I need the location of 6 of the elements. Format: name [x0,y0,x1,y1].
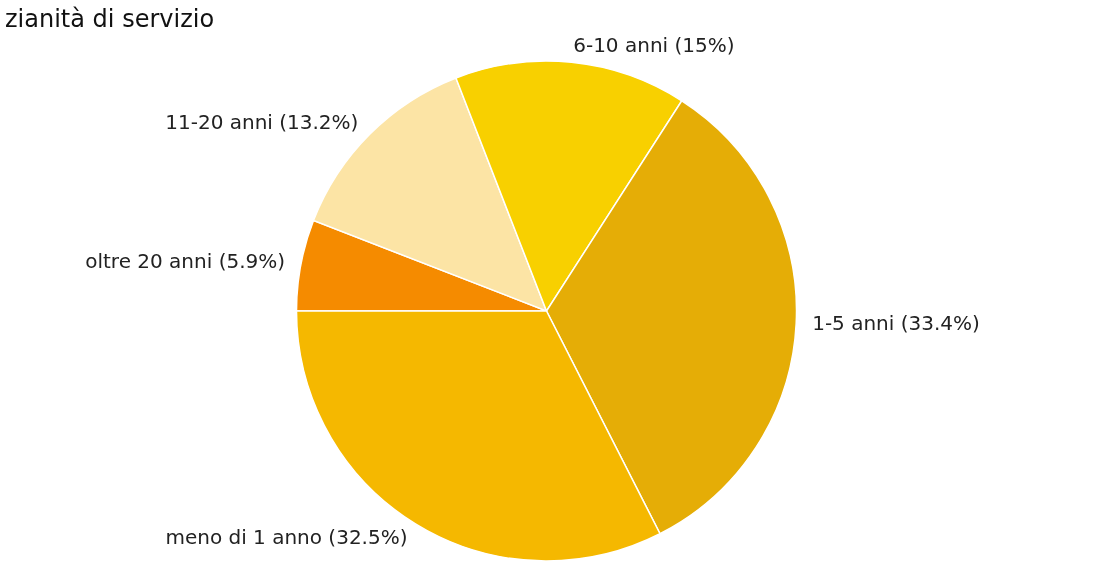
slice-label: 11-20 anni (13.2%) [165,109,359,134]
slice-label: oltre 20 anni (5.9%) [85,248,286,273]
chart-title: zianità di servizio [5,5,215,34]
slice-label: 6-10 anni (15%) [573,33,735,58]
slice-label: 1-5 anni (33.4%) [812,311,980,336]
slice-label: meno di 1 anno (32.5%) [165,524,408,549]
